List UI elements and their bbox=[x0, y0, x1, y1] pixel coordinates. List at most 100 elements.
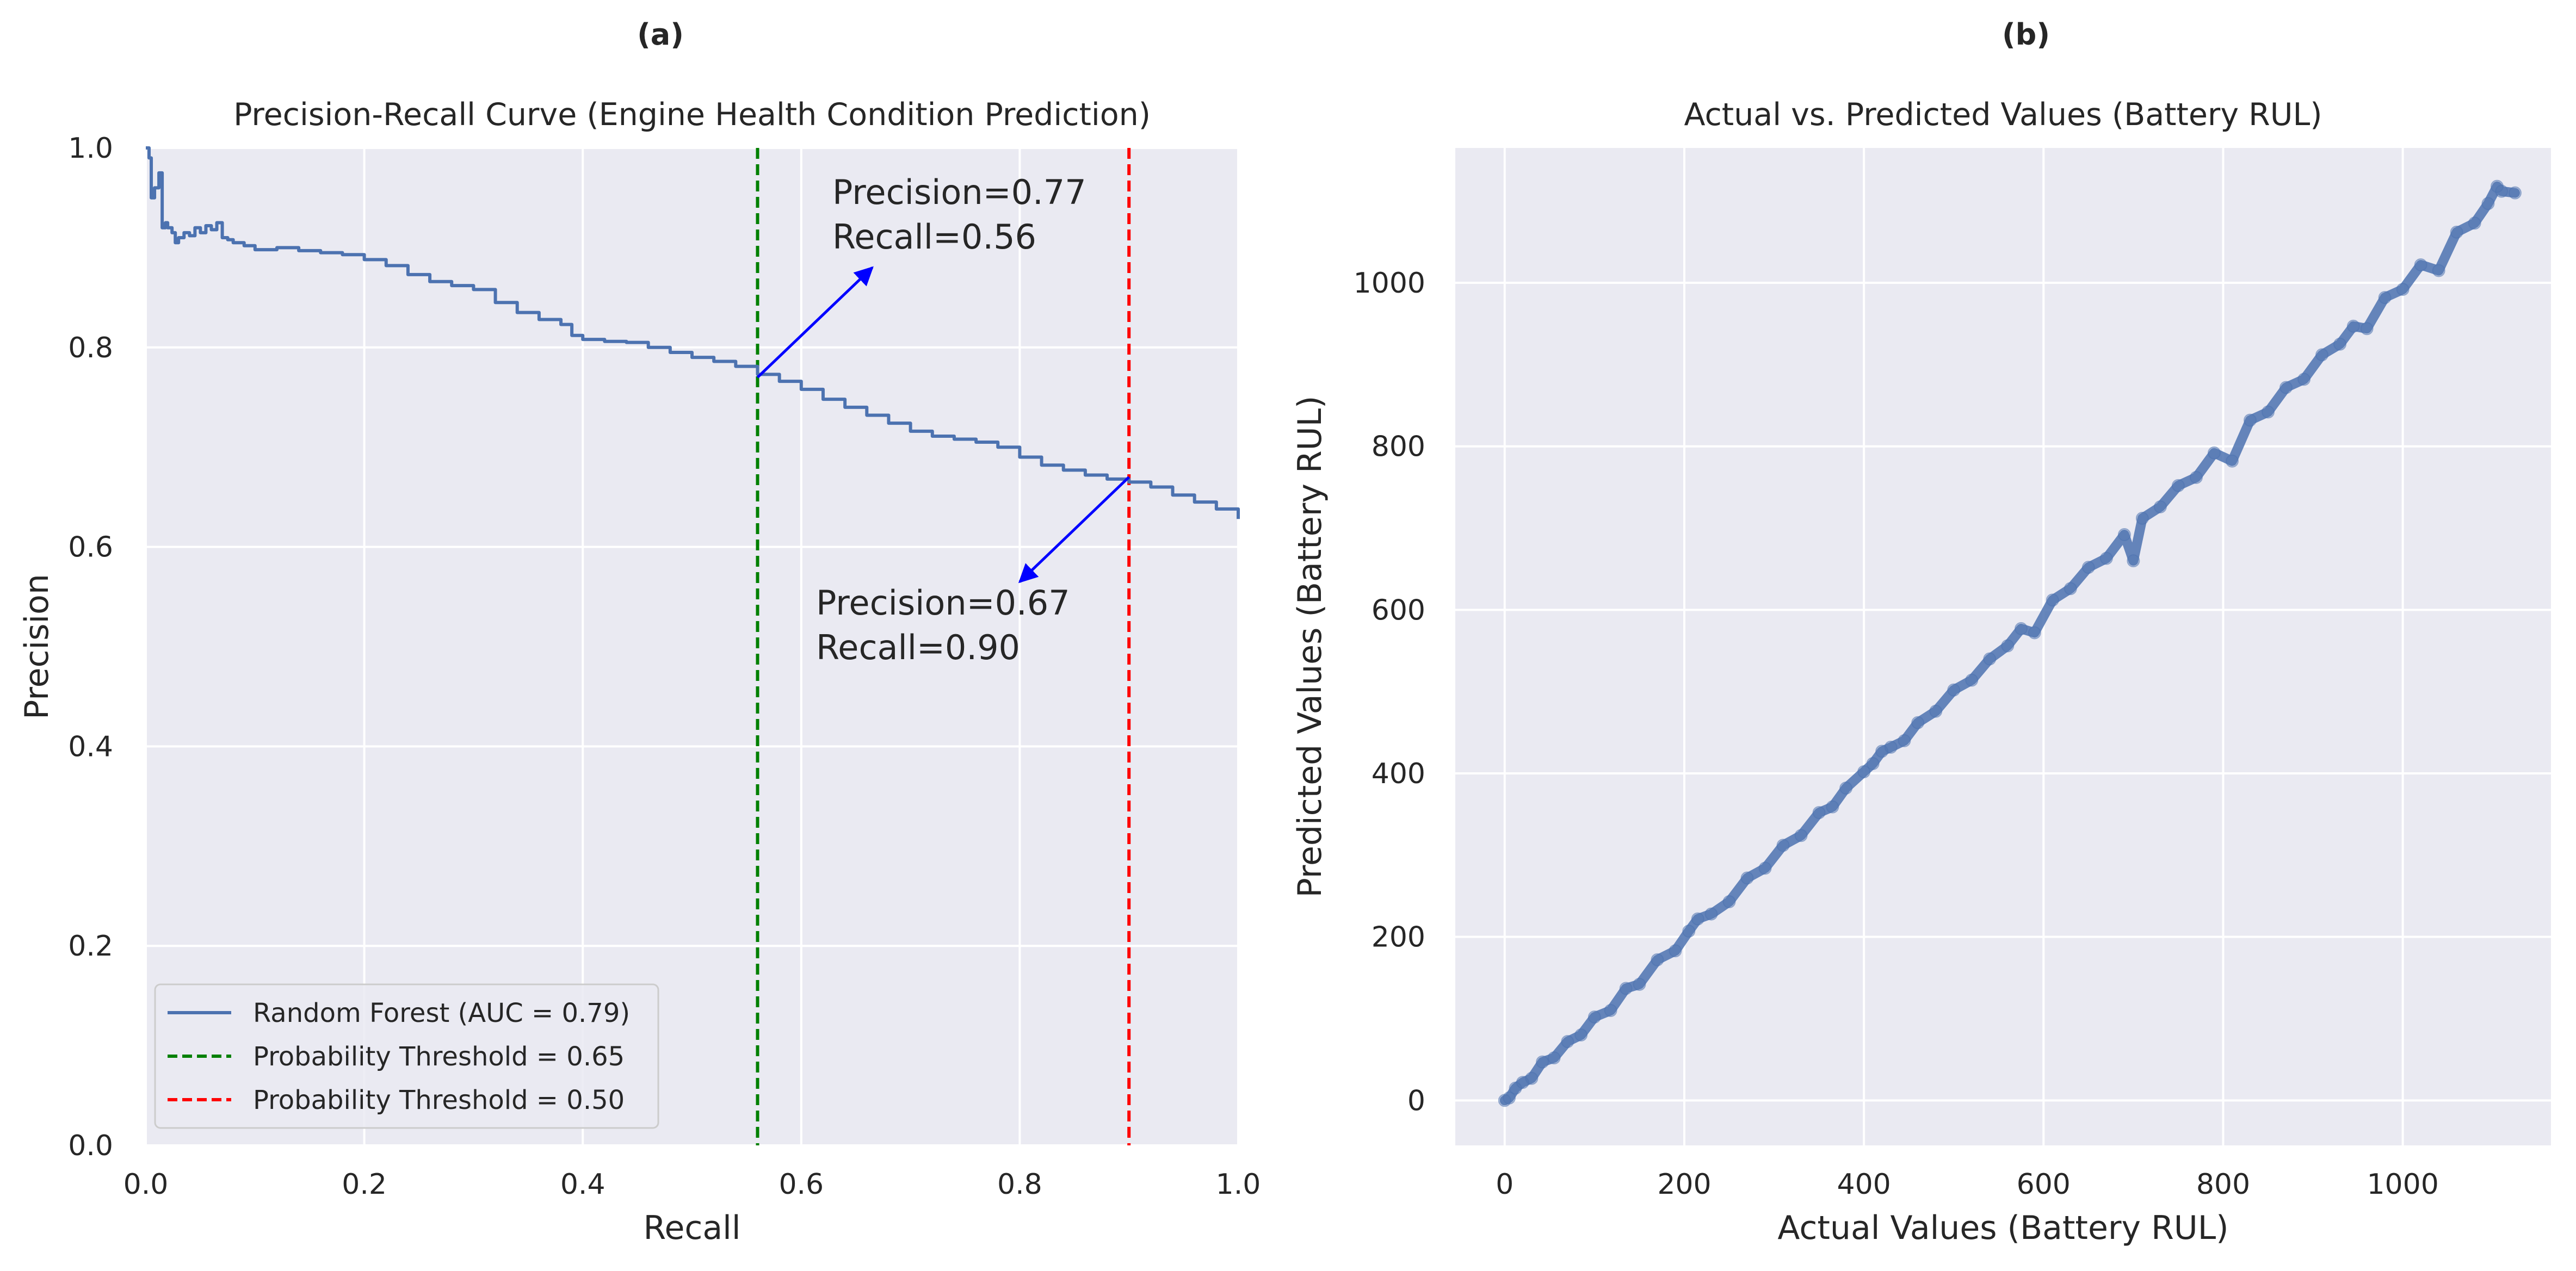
scatter-point bbox=[1503, 1091, 1516, 1105]
scatter-point bbox=[1682, 925, 1696, 938]
legend-entry: Probability Threshold = 0.65 bbox=[253, 1041, 625, 1072]
scatter-point bbox=[1604, 1003, 1617, 1017]
panel-a-xtick-label: 0.8 bbox=[997, 1168, 1042, 1201]
scatter-point bbox=[1561, 1035, 1574, 1049]
scatter-point bbox=[2046, 593, 2059, 607]
panel-a-xtick-label: 0.2 bbox=[342, 1168, 387, 1201]
scatter-point bbox=[1965, 673, 1979, 687]
panel-a-label: (a) bbox=[637, 17, 684, 52]
panel-a-ylabel: Precision bbox=[18, 574, 56, 720]
panel-a-title: Precision-Recall Curve (Engine Health Co… bbox=[233, 97, 1151, 133]
scatter-point bbox=[1898, 734, 1911, 747]
scatter-dense-band bbox=[1499, 181, 2520, 1106]
panel-a-plot-area bbox=[146, 148, 1238, 1145]
scatter-point bbox=[2135, 511, 2149, 525]
scatter-point bbox=[1525, 1071, 1539, 1085]
scatter-point bbox=[2508, 186, 2522, 200]
annotation-arrow bbox=[1018, 476, 1130, 584]
panel-a-xtick-label: 0.4 bbox=[560, 1168, 606, 1201]
scatter-point bbox=[1839, 782, 1853, 795]
scatter-point bbox=[2225, 454, 2239, 468]
scatter-point bbox=[2099, 551, 2113, 565]
scatter-point bbox=[2432, 264, 2445, 277]
scatter-point bbox=[1983, 652, 1997, 666]
panel-b-ytick-label: 800 bbox=[1372, 431, 1425, 463]
scatter-point bbox=[1633, 977, 1646, 991]
panel-b-xtick-label: 400 bbox=[1837, 1168, 1891, 1201]
scatter-point bbox=[1536, 1055, 1549, 1069]
panel-b-actual-vs-predicted: (b) Actual vs. Predicted Values (Battery… bbox=[1291, 17, 2551, 1247]
scatter-point bbox=[2261, 405, 2275, 419]
scatter-point bbox=[2378, 291, 2392, 305]
scatter-point bbox=[2189, 470, 2203, 484]
scatter-point bbox=[2481, 197, 2495, 210]
scatter-point bbox=[2015, 622, 2028, 635]
panel-a-ytick-label: 0.0 bbox=[68, 1130, 113, 1162]
scatter-point bbox=[1740, 871, 1754, 885]
scatter-point bbox=[2081, 561, 2095, 574]
annotation-text: Precision=0.67 bbox=[816, 583, 1070, 623]
scatter-point bbox=[1929, 704, 1943, 718]
scatter-point bbox=[2064, 582, 2077, 596]
scatter-point bbox=[1776, 839, 1790, 852]
annotation-text: Recall=0.90 bbox=[816, 628, 1020, 667]
scatter-point bbox=[2490, 179, 2504, 193]
scatter-point bbox=[1669, 944, 1682, 958]
legend-entry: Random Forest (AUC = 0.79) bbox=[253, 998, 630, 1028]
scatter-point bbox=[2414, 258, 2427, 271]
scatter-point bbox=[2171, 479, 2185, 492]
pr-curve-line bbox=[146, 146, 1240, 519]
panel-a-threshold-lines bbox=[756, 148, 1131, 1145]
scatter-point bbox=[2315, 348, 2329, 362]
scatter-point bbox=[2346, 319, 2360, 333]
scatter-point bbox=[2468, 216, 2481, 230]
scatter-point bbox=[1704, 907, 1718, 921]
scatter-point bbox=[1758, 861, 1772, 875]
scatter-point bbox=[2127, 554, 2140, 568]
panel-a-ytick-label: 0.8 bbox=[68, 332, 113, 364]
panel-b-ytick-label: 0 bbox=[1407, 1084, 1425, 1117]
scatter-point bbox=[2396, 283, 2410, 296]
scatter-point bbox=[1651, 953, 1664, 966]
panel-a-xtick-label: 0.0 bbox=[123, 1168, 169, 1201]
panel-a-xlabel: Recall bbox=[643, 1209, 740, 1247]
panel-b-scatter-points bbox=[1498, 179, 2522, 1107]
panel-a-annotations: Precision=0.77 Recall=0.56 Precision=0.67 R… bbox=[756, 172, 1130, 667]
panel-b-ylabel: Predicted Values (Battery RUL) bbox=[1291, 396, 1329, 898]
panel-b-xtick-label: 0 bbox=[1496, 1168, 1514, 1201]
annotation-text: Precision=0.77 bbox=[832, 172, 1086, 212]
panel-b-title: Actual vs. Predicted Values (Battery RUL… bbox=[1684, 97, 2322, 133]
scatter-point bbox=[1691, 912, 1704, 926]
scatter-point bbox=[1547, 1051, 1561, 1065]
panel-b-xlabel: Actual Values (Battery RUL) bbox=[1777, 1209, 2228, 1247]
scatter-point bbox=[2243, 413, 2257, 427]
scatter-point bbox=[2207, 446, 2221, 460]
scatter-point bbox=[1619, 982, 1633, 995]
panel-b-xtick-label: 200 bbox=[1657, 1168, 1711, 1201]
annotation-arrow bbox=[756, 266, 874, 379]
scatter-point bbox=[2001, 639, 2015, 653]
scatter-point bbox=[1866, 757, 1880, 770]
scatter-point bbox=[2333, 337, 2347, 351]
scatter-point bbox=[1574, 1028, 1588, 1042]
legend-box bbox=[154, 983, 659, 1129]
scatter-point bbox=[2153, 500, 2167, 513]
panel-b-label: (b) bbox=[2002, 17, 2050, 52]
scatter-point bbox=[2360, 322, 2374, 336]
scatter-point bbox=[2495, 184, 2509, 198]
panel-b-ytick-label: 400 bbox=[1372, 758, 1425, 790]
panel-b-tick-labels: 0 200 400 600 800 1000 0 200 400 600 800 1000 bbox=[1354, 267, 2439, 1201]
panel-a-precision-recall: (a) Precision-Recall Curve (Engine Healt… bbox=[18, 17, 1261, 1247]
scatter-point bbox=[1826, 800, 1839, 814]
scatter-point bbox=[1947, 683, 1961, 697]
panel-b-xtick-label: 600 bbox=[2017, 1168, 2071, 1201]
panel-a-xtick-label: 1.0 bbox=[1216, 1168, 1261, 1201]
scatter-point bbox=[2117, 528, 2131, 542]
scatter-point bbox=[2297, 373, 2311, 386]
scatter-point bbox=[1587, 1010, 1601, 1024]
panel-b-ytick-label: 600 bbox=[1372, 594, 1425, 627]
panel-a-ytick-label: 0.6 bbox=[68, 531, 113, 564]
panel-a-ytick-label: 1.0 bbox=[68, 132, 113, 165]
panel-b-ytick-label: 1000 bbox=[1354, 267, 1425, 300]
